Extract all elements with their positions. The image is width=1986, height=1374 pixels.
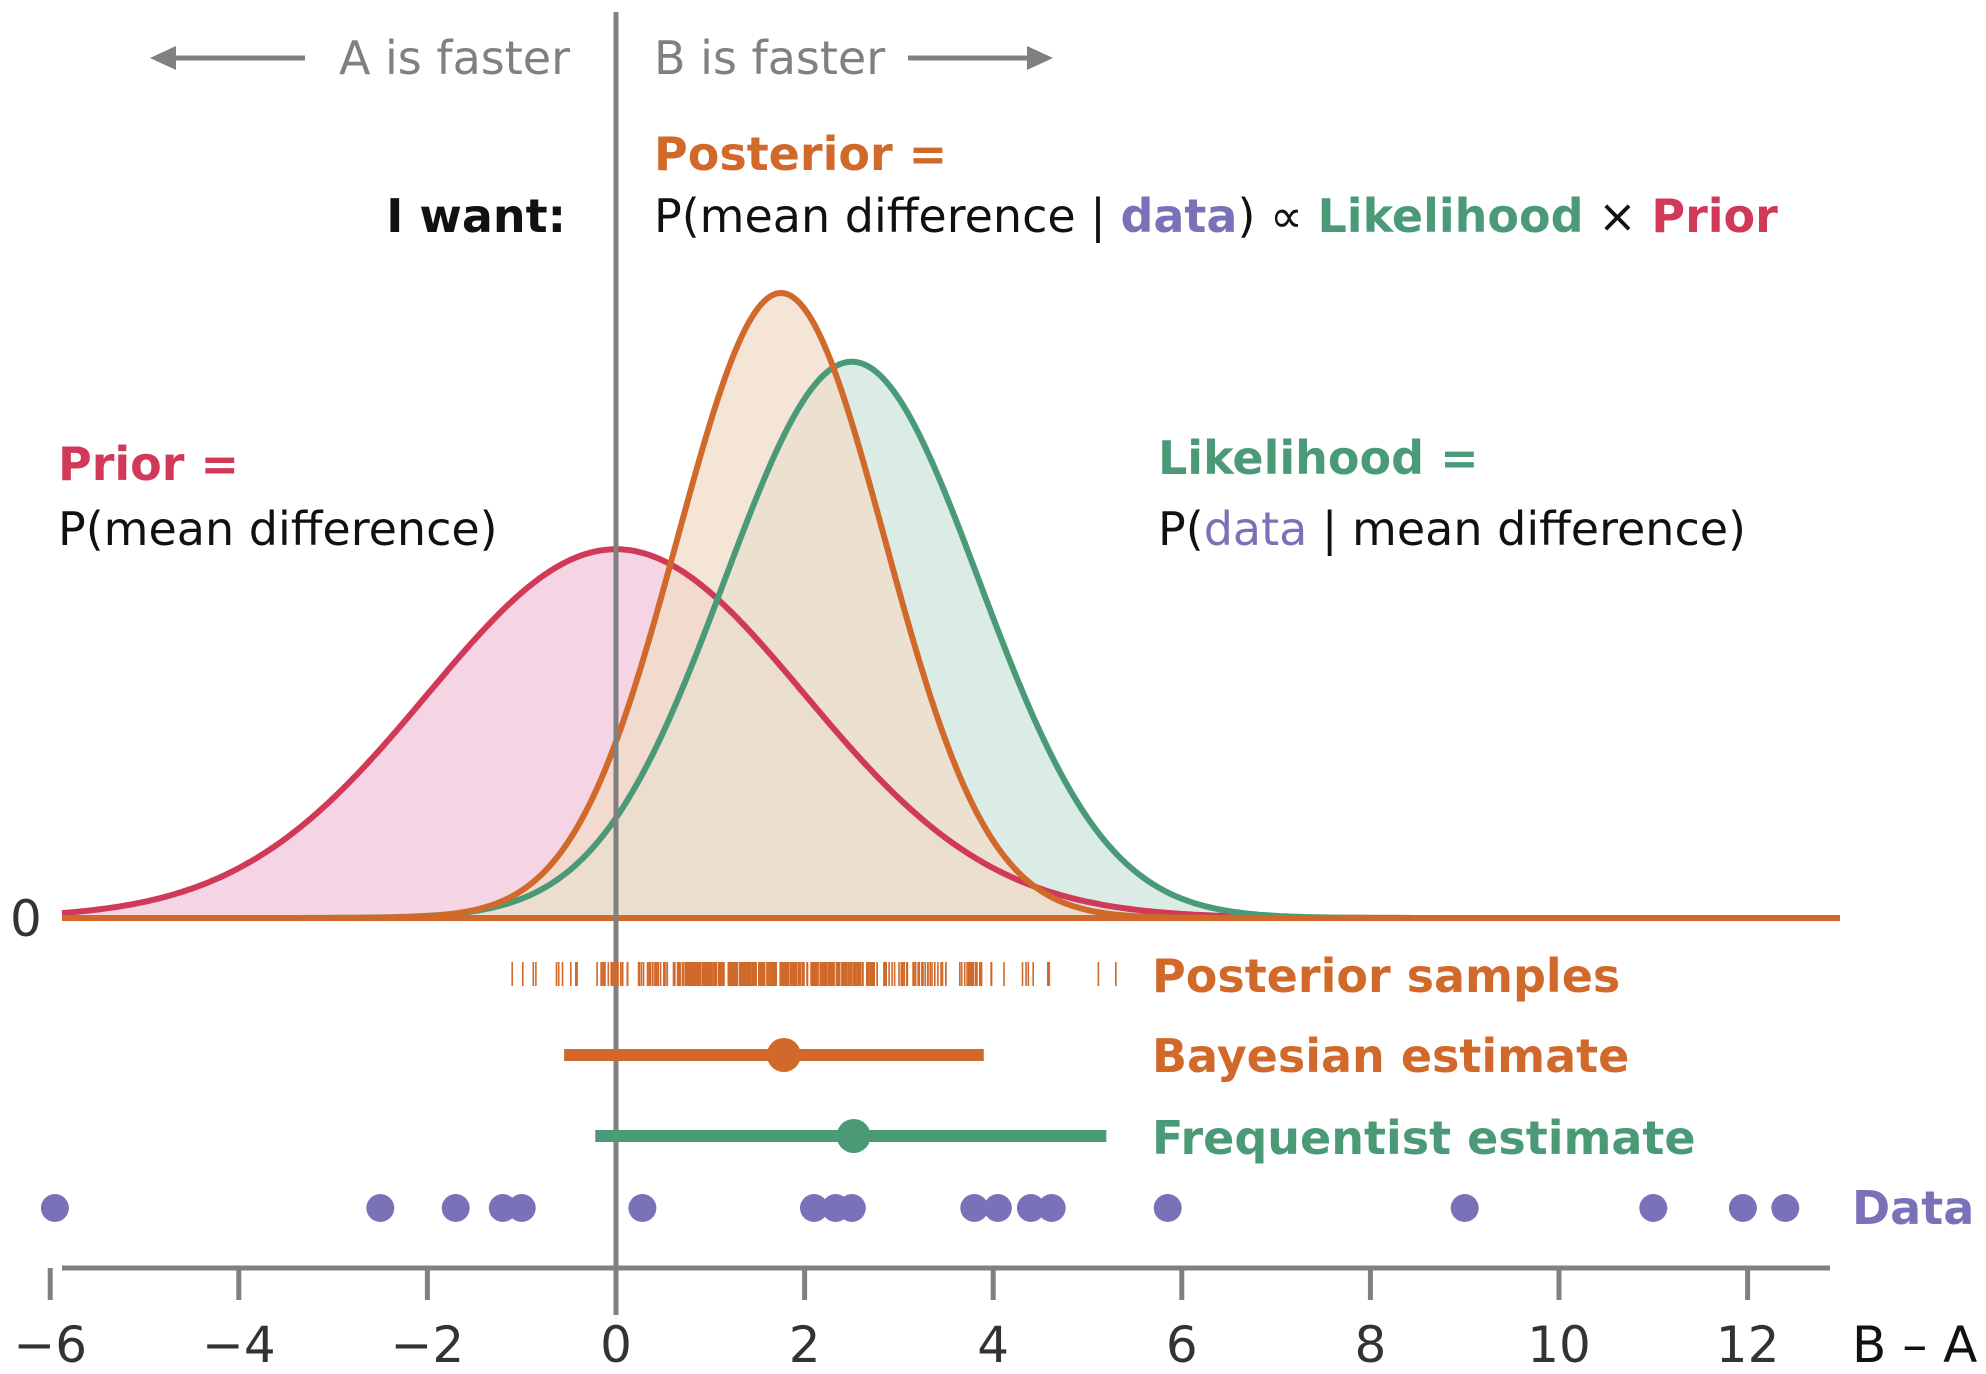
prior-density-fill [62,549,1840,918]
data-point [1771,1194,1800,1222]
bayesian-estimate-label: Bayesian estimate [1152,1029,1629,1083]
data-point [628,1194,657,1222]
data-point [1639,1194,1668,1222]
data-point [1153,1194,1182,1222]
x-tick-label: 0 [600,1316,632,1374]
a-faster-label: A is faster [339,31,570,85]
data-point [800,1194,828,1222]
eq-times: × [1584,189,1652,243]
bayesian-estimate [564,1038,984,1072]
posterior-title: Posterior = [654,127,947,181]
x-tick-label: −2 [391,1316,465,1374]
y-zero-label: 0 [10,890,42,948]
data-label: Data [1852,1181,1974,1235]
lik-data: data [1204,502,1308,556]
arrow-left-icon [150,46,176,70]
x-tick-label: 12 [1716,1316,1780,1374]
eq-close: ) ∝ [1237,189,1317,243]
data-point [40,1194,69,1222]
eq-prior: Prior [1651,189,1778,243]
eq-p: P(mean difference | [654,189,1120,244]
data-points [40,1194,1800,1222]
x-tick-label: −4 [202,1316,276,1374]
likelihood-annotation: Likelihood = P(data | mean difference) [1158,431,1746,557]
prior-annotation: Prior = P(mean difference) [58,437,498,556]
frequentist-estimate-point [836,1119,871,1153]
x-tick-label: 2 [789,1316,821,1374]
data-point [1728,1194,1757,1222]
likelihood-density-fill [62,361,1840,918]
posterior-density-fill [62,293,1840,918]
arrow-right-icon [1027,46,1053,70]
equation-line: P(mean difference | data) ∝ Likelihood ×… [654,189,1778,244]
lik-p: P( [1158,502,1204,556]
eq-data: data [1120,189,1237,243]
x-tick-label: 10 [1527,1316,1591,1374]
lik-rest: | mean difference) [1307,502,1746,557]
data-point [983,1194,1012,1222]
bayesian-estimate-point [766,1038,801,1072]
b-faster-label: B is faster [654,31,885,85]
likelihood-definition: P(data | mean difference) [1158,502,1746,557]
x-tick-label: 4 [977,1316,1009,1374]
posterior-equation: Posterior = I want: P(mean difference | … [386,127,1778,244]
eq-likelihood: Likelihood [1318,189,1584,243]
x-axis: −6 −4 −2 0 2 4 6 8 10 12 [13,1265,1830,1374]
data-point [1037,1194,1066,1222]
frequentist-estimate [595,1119,1107,1153]
x-tick-label: 8 [1354,1316,1386,1374]
direction-header: A is faster B is faster [150,31,1053,85]
data-point [1016,1194,1045,1222]
posterior-samples [511,962,1117,986]
data-point [960,1194,989,1222]
x-tick-label: −6 [13,1316,87,1374]
data-point [837,1194,866,1222]
density-fills [62,293,1840,918]
prior-title: Prior = [58,437,239,491]
prior-definition: P(mean difference) [58,502,498,556]
frequentist-estimate-label: Frequentist estimate [1152,1111,1696,1165]
x-tick-label: 6 [1166,1316,1198,1374]
data-point [507,1194,536,1222]
data-point [366,1194,395,1222]
i-want-label: I want: [386,189,566,243]
likelihood-title: Likelihood = [1158,431,1479,485]
data-point [441,1194,470,1222]
density-curves [61,290,1840,921]
posterior-samples-label: Posterior samples [1152,949,1620,1003]
x-axis-label: B – A [1852,1316,1977,1374]
data-point [1450,1194,1479,1222]
